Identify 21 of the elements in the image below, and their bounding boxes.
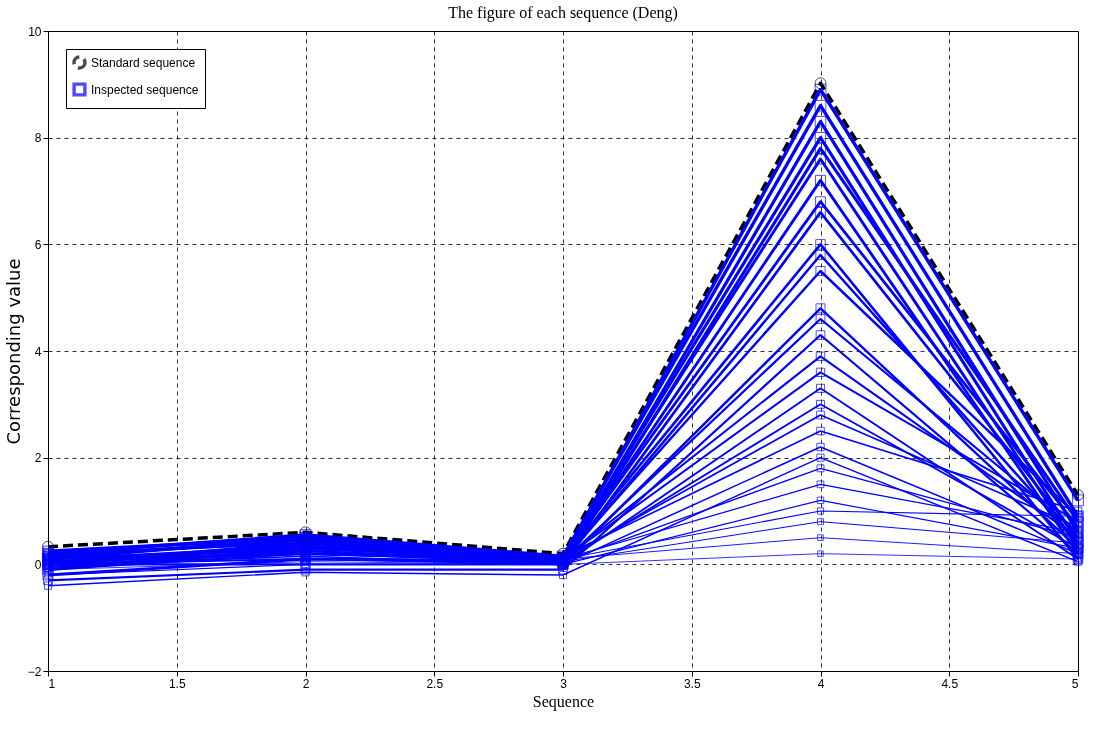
y-tick-label: 8 bbox=[34, 131, 42, 146]
y-tick-label: 10 bbox=[28, 24, 42, 39]
x-tick-label: 4 bbox=[817, 676, 825, 691]
x-tick-label: 2.5 bbox=[426, 676, 444, 691]
y-tick-label: 0 bbox=[34, 557, 42, 572]
y-tick-label: 4 bbox=[34, 344, 42, 359]
x-tick-label: 1.5 bbox=[168, 676, 186, 691]
x-tick-label: 1 bbox=[48, 676, 56, 691]
chart-title: The figure of each sequence (Deng) bbox=[448, 4, 678, 22]
x-tick-label: 3.5 bbox=[683, 676, 701, 691]
y-tick-label: 2 bbox=[34, 451, 42, 466]
x-tick-label: 2 bbox=[302, 676, 310, 691]
x-axis-title: Sequence bbox=[532, 692, 595, 711]
x-tick-label: 5 bbox=[1071, 676, 1079, 691]
y-tick-label: −2 bbox=[27, 664, 42, 679]
y-tick-label: 6 bbox=[34, 237, 42, 252]
y-axis-title: Corresponding value bbox=[2, 258, 24, 445]
x-tick-label: 3 bbox=[560, 676, 568, 691]
x-tick-label: 4.5 bbox=[941, 676, 959, 691]
legend-label: Inspected sequence bbox=[91, 82, 199, 97]
legend-label: Standard sequence bbox=[91, 55, 196, 70]
